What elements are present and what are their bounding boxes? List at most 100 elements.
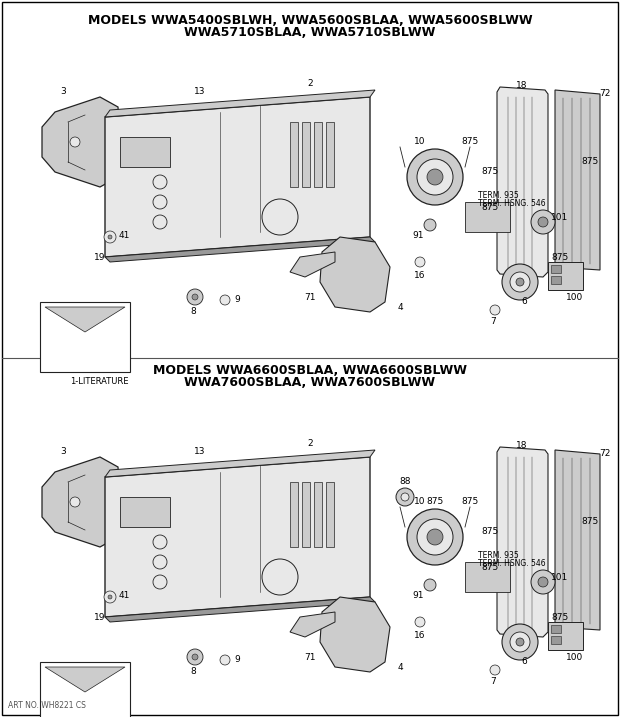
Bar (548, 262, 583, 290)
Bar (314, 122, 322, 187)
Text: 875: 875 (481, 168, 498, 176)
Text: 875: 875 (582, 158, 599, 166)
Circle shape (187, 649, 203, 665)
Text: MODELS WWA5400SBLWH, WWA5600SBLAA, WWA5600SBLWW: MODELS WWA5400SBLWH, WWA5600SBLAA, WWA56… (87, 14, 533, 27)
Text: WWA5710SBLAA, WWA5710SBLWW: WWA5710SBLAA, WWA5710SBLWW (184, 26, 436, 39)
Text: 100: 100 (567, 293, 583, 302)
Bar (551, 276, 561, 284)
Text: 2: 2 (307, 80, 313, 88)
Circle shape (427, 529, 443, 545)
Bar (465, 202, 510, 232)
Bar (551, 625, 561, 633)
Circle shape (220, 655, 230, 665)
Circle shape (153, 575, 167, 589)
Text: 10: 10 (414, 138, 426, 146)
Text: 101: 101 (551, 214, 569, 222)
Text: 19: 19 (94, 252, 106, 262)
Polygon shape (555, 450, 600, 630)
Text: TERM. 935: TERM. 935 (478, 191, 519, 199)
Bar (302, 482, 310, 547)
Polygon shape (42, 457, 120, 547)
Text: ART NO. WH8221 CS: ART NO. WH8221 CS (8, 701, 86, 710)
Circle shape (187, 289, 203, 305)
Circle shape (538, 577, 548, 587)
Circle shape (490, 665, 500, 675)
Text: 72: 72 (600, 450, 611, 458)
Bar (120, 137, 170, 167)
Text: 4: 4 (397, 303, 403, 311)
Bar (551, 265, 561, 273)
Text: 16: 16 (414, 630, 426, 640)
Circle shape (104, 231, 116, 243)
Polygon shape (497, 87, 548, 277)
Circle shape (424, 219, 436, 231)
Text: 19: 19 (94, 612, 106, 622)
Circle shape (108, 595, 112, 599)
Circle shape (417, 159, 453, 195)
Circle shape (407, 509, 463, 565)
Circle shape (415, 257, 425, 267)
Polygon shape (290, 612, 335, 637)
Circle shape (502, 264, 538, 300)
Circle shape (396, 488, 414, 506)
Circle shape (516, 638, 524, 646)
Text: 91: 91 (412, 232, 423, 240)
Circle shape (153, 215, 167, 229)
Circle shape (192, 654, 198, 660)
Bar (465, 562, 510, 592)
Circle shape (531, 570, 555, 594)
Bar (120, 497, 170, 527)
Text: 13: 13 (194, 447, 206, 457)
Text: 41: 41 (118, 591, 130, 599)
Polygon shape (105, 97, 370, 257)
Bar (326, 122, 334, 187)
Circle shape (262, 559, 298, 595)
Bar (290, 122, 298, 187)
Circle shape (427, 169, 443, 185)
Text: 9: 9 (234, 295, 240, 305)
Circle shape (407, 149, 463, 205)
Text: TERM. HSNG. 546: TERM. HSNG. 546 (478, 559, 546, 569)
Circle shape (153, 555, 167, 569)
Text: 875: 875 (427, 498, 444, 506)
Text: 875: 875 (551, 612, 569, 622)
Text: 875: 875 (481, 528, 498, 536)
Circle shape (220, 295, 230, 305)
Text: 6: 6 (521, 657, 527, 667)
Text: 8: 8 (190, 308, 196, 316)
Circle shape (516, 278, 524, 286)
Text: 101: 101 (551, 574, 569, 582)
Polygon shape (105, 237, 375, 262)
Text: 875: 875 (481, 202, 498, 212)
Text: 7: 7 (490, 318, 496, 326)
Circle shape (417, 519, 453, 555)
Circle shape (70, 137, 80, 147)
Circle shape (415, 617, 425, 627)
Text: 4: 4 (397, 663, 403, 672)
Polygon shape (105, 90, 375, 117)
Polygon shape (105, 597, 375, 622)
Text: 3: 3 (60, 87, 66, 97)
Polygon shape (497, 447, 548, 637)
Circle shape (108, 235, 112, 239)
Text: 71: 71 (304, 293, 316, 302)
Text: 10: 10 (414, 498, 426, 506)
Text: 875: 875 (461, 498, 479, 506)
Bar (40, 302, 130, 372)
Bar (40, 662, 130, 717)
Circle shape (401, 493, 409, 501)
Text: WWA7600SBLAA, WWA7600SBLWW: WWA7600SBLAA, WWA7600SBLWW (184, 376, 436, 389)
Text: 875: 875 (461, 138, 479, 146)
Text: 91: 91 (412, 592, 423, 601)
Text: 2: 2 (307, 440, 313, 449)
Text: 100: 100 (567, 652, 583, 662)
Polygon shape (45, 307, 125, 332)
Text: 16: 16 (414, 270, 426, 280)
Text: 13: 13 (194, 87, 206, 97)
Polygon shape (105, 457, 370, 617)
Text: 6: 6 (521, 298, 527, 306)
Circle shape (192, 294, 198, 300)
Bar (326, 482, 334, 547)
Circle shape (70, 497, 80, 507)
Bar (302, 122, 310, 187)
